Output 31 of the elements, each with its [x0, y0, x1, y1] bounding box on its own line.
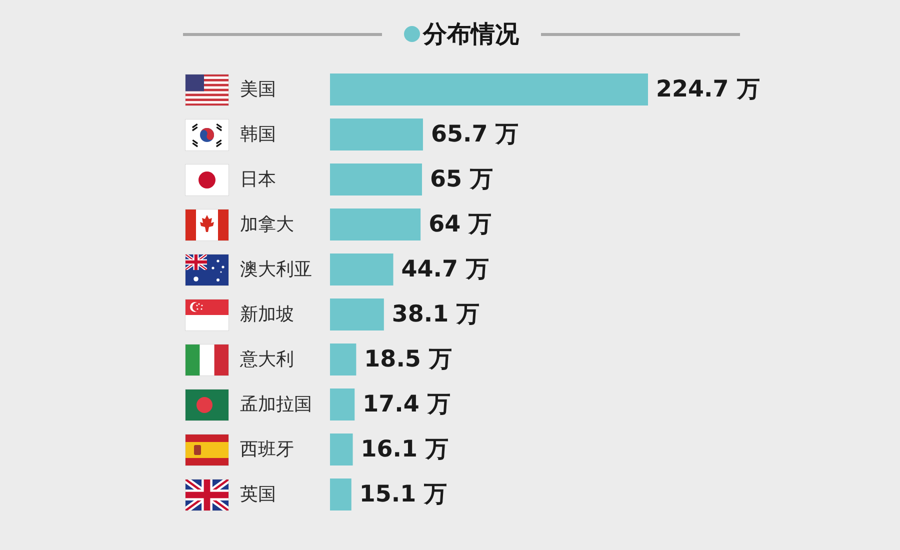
bar: [330, 74, 648, 106]
data-label: 65 万: [430, 166, 494, 192]
data-label: 16.1 万: [360, 436, 449, 462]
data-label: 44.7 万: [401, 256, 490, 282]
bar: [330, 434, 353, 466]
bar: [330, 388, 355, 420]
data-label: 224.7 万: [656, 76, 760, 102]
data-label: 65.7 万: [430, 122, 519, 148]
y-tick-label: 澳大利亚: [240, 259, 312, 280]
y-tick-label: 西班牙: [240, 439, 294, 460]
y-tick-label: 孟加拉国: [240, 394, 312, 415]
y-tick-label: 新加坡: [240, 304, 294, 325]
bar: [330, 254, 394, 286]
data-label: 15.1 万: [359, 482, 448, 508]
bar: [330, 344, 356, 376]
y-tick-label: 日本: [240, 169, 276, 190]
chart-title: 分布情况: [423, 19, 519, 49]
y-tick-label: 加拿大: [240, 214, 294, 235]
bar: [330, 164, 422, 196]
y-tick-label: 英国: [240, 484, 276, 505]
y-tick-label: 意大利: [239, 349, 294, 370]
bar: [330, 298, 384, 330]
bar: [330, 478, 352, 510]
bar: [330, 118, 423, 150]
y-tick-label: 韩国: [240, 124, 276, 145]
data-label: 18.5 万: [364, 346, 452, 372]
data-label: 38.1 万: [392, 302, 480, 328]
bar: [330, 208, 421, 240]
y-tick-label: 美国: [240, 79, 276, 100]
data-label: 17.4 万: [362, 392, 450, 418]
data-label: 64 万: [428, 212, 492, 238]
